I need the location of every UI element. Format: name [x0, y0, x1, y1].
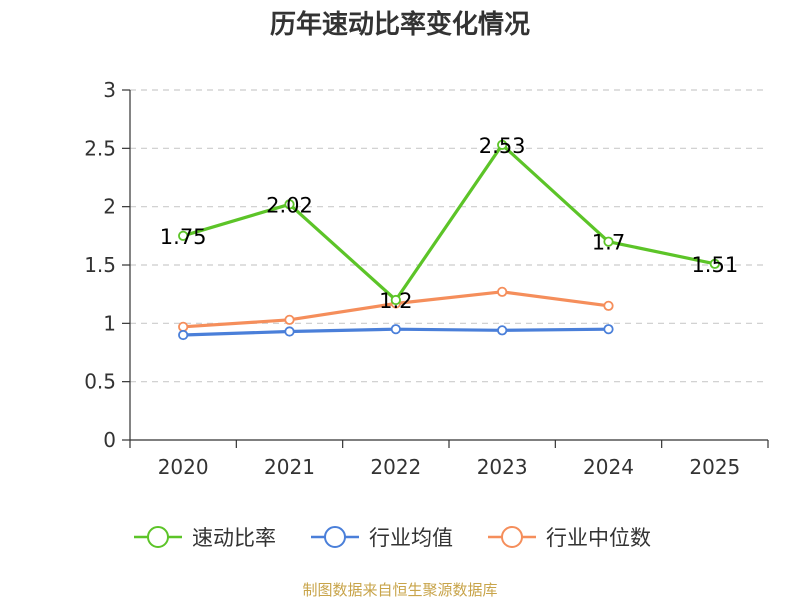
data-label: 2.02	[266, 193, 313, 217]
y-tick-label: 3	[103, 78, 116, 102]
legend-marker	[324, 526, 346, 548]
data-point[interactable]	[178, 329, 189, 341]
data-point[interactable]	[178, 321, 189, 332]
data-point[interactable]	[284, 314, 295, 325]
y-tick-label: 1	[103, 311, 116, 335]
data-label: 1.7	[592, 231, 625, 255]
data-point[interactable]	[284, 326, 295, 337]
legend-item[interactable]: 速动比率	[134, 526, 276, 550]
x-tick-label: 2020	[158, 455, 209, 479]
data-point[interactable]	[603, 300, 614, 311]
data-point[interactable]	[284, 199, 295, 210]
y-tick-label: 1.5	[84, 253, 116, 277]
legend-label: 速动比率	[192, 526, 276, 550]
data-point[interactable]	[178, 230, 189, 241]
series-line-0	[182, 143, 716, 302]
series-layer	[178, 139, 720, 341]
data-point[interactable]	[497, 139, 508, 150]
chart-title: 历年速动比率变化情况	[270, 9, 530, 40]
legend-marker	[501, 526, 523, 548]
data-point[interactable]	[497, 325, 508, 336]
data-point[interactable]	[390, 324, 401, 335]
y-tick-label: 0.5	[84, 370, 116, 394]
data-point[interactable]	[603, 324, 614, 335]
legend-label: 行业均值	[369, 526, 453, 550]
source-note: 制图数据来自恒生聚源数据库	[302, 581, 497, 599]
data-point[interactable]	[497, 286, 508, 297]
y-tick-label: 2.5	[84, 136, 116, 160]
legend-item[interactable]: 行业中位数	[488, 526, 651, 550]
data-point[interactable]	[603, 236, 614, 247]
legend-marker	[147, 526, 169, 548]
y-tick-label: 0	[103, 428, 116, 452]
legend-item[interactable]: 行业均值	[311, 526, 453, 550]
legend-label: 行业中位数	[546, 526, 651, 550]
x-tick-label: 2022	[370, 455, 421, 479]
x-tick-label: 2024	[583, 455, 634, 479]
data-label: 1.2	[379, 289, 412, 313]
data-point[interactable]	[709, 258, 720, 269]
data-point[interactable]	[390, 294, 401, 306]
y-tick-label: 2	[103, 195, 116, 219]
data-labels: 1.75 2.02 1.2 2.53 1.7 1.51	[160, 134, 738, 313]
legend[interactable]: 速动比率 行业均值 行业中位数	[134, 526, 651, 550]
grid	[130, 89, 768, 383]
data-label: 2.53	[479, 134, 526, 158]
data-label: 1.51	[691, 253, 738, 277]
x-tick-label: 2023	[477, 455, 528, 479]
data-label: 1.75	[160, 225, 207, 249]
x-tick-label: 2021	[264, 455, 315, 479]
x-tick-label: 2025	[689, 455, 740, 479]
